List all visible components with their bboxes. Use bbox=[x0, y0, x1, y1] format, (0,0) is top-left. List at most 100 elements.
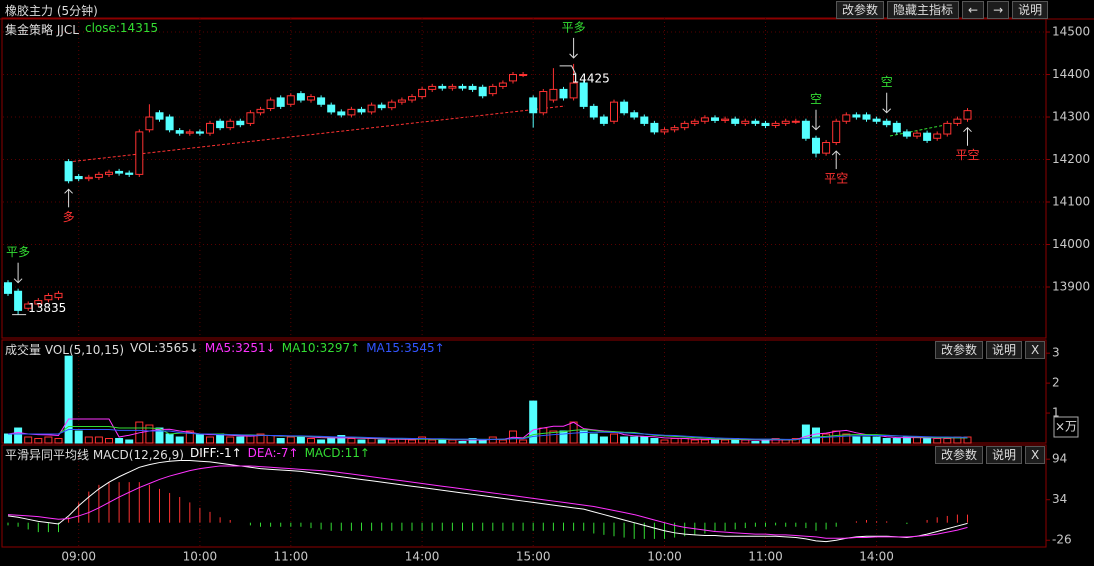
volume-bar bbox=[801, 424, 810, 444]
high-pointer bbox=[559, 65, 577, 75]
trend-line bbox=[889, 121, 961, 137]
x-tick-label: 14:00 bbox=[859, 550, 894, 564]
candle-body bbox=[226, 120, 235, 129]
close-label: close:14315 bbox=[84, 21, 159, 35]
candle-body bbox=[4, 282, 12, 294]
candle-body bbox=[630, 112, 639, 118]
candle-body bbox=[882, 120, 891, 126]
volume-bar bbox=[599, 436, 608, 444]
button[interactable]: 改参数 bbox=[836, 1, 885, 19]
volume-bar bbox=[791, 438, 800, 444]
window-title: 橡胶主力 (5分钟) bbox=[5, 2, 98, 19]
volume-bar bbox=[175, 436, 184, 444]
candle-body bbox=[862, 114, 871, 120]
candle-body bbox=[34, 300, 43, 305]
volume-bar bbox=[155, 427, 164, 444]
candle-body bbox=[842, 114, 851, 122]
candle-body bbox=[943, 122, 952, 135]
volume-bar bbox=[286, 436, 295, 444]
button[interactable]: 改参数 bbox=[935, 341, 984, 359]
button[interactable]: → bbox=[987, 1, 1010, 19]
signal-label: 平空 bbox=[955, 148, 979, 162]
volume-bar bbox=[872, 436, 881, 444]
candle-body bbox=[852, 114, 861, 118]
candle-body bbox=[529, 97, 538, 114]
candle-body bbox=[428, 85, 437, 90]
candle-body bbox=[741, 120, 750, 124]
volume-bar bbox=[620, 436, 629, 444]
candle-body bbox=[569, 82, 578, 99]
volume-title: 成交量 VOL(5,10,15) bbox=[5, 343, 125, 357]
y-tick-label: 14100 bbox=[1052, 195, 1090, 209]
y-tick-label: -26 bbox=[1052, 533, 1072, 547]
candle-body bbox=[711, 117, 719, 121]
button[interactable]: 说明 bbox=[1012, 1, 1049, 19]
volume-label: VOL:3565↓ bbox=[130, 341, 199, 355]
volume-bar bbox=[721, 439, 730, 444]
candle-body bbox=[822, 142, 831, 154]
candle-body bbox=[549, 88, 558, 101]
candle-body bbox=[458, 85, 467, 89]
legend-entry: MA5:3251↓ bbox=[204, 341, 276, 355]
button[interactable]: 隐藏主指标 bbox=[887, 1, 960, 19]
x-tick-label: 15:00 bbox=[516, 550, 551, 564]
button[interactable]: 改参数 bbox=[935, 446, 984, 464]
candle-body bbox=[923, 132, 932, 141]
candle-body bbox=[953, 118, 962, 124]
candle-body bbox=[357, 108, 366, 113]
candle-body bbox=[115, 170, 124, 174]
candle-body bbox=[94, 173, 103, 178]
candle-body bbox=[519, 74, 528, 77]
volume-bar bbox=[4, 433, 12, 444]
candle-body bbox=[801, 120, 810, 139]
x-tick-label: 10:00 bbox=[183, 550, 218, 564]
candle-body bbox=[640, 116, 649, 124]
volume-bar bbox=[115, 438, 124, 444]
candle-body bbox=[397, 99, 406, 103]
button[interactable]: X bbox=[1025, 341, 1046, 359]
candle-body bbox=[690, 120, 699, 124]
high-label: 14425 bbox=[572, 71, 610, 85]
volume-bar bbox=[125, 439, 134, 444]
volume-bar bbox=[84, 436, 93, 444]
signal-label: 空 bbox=[881, 75, 893, 89]
volume-bar bbox=[559, 430, 568, 444]
volume-bar bbox=[296, 436, 305, 444]
candle-body bbox=[559, 88, 568, 99]
volume-bar bbox=[337, 435, 346, 444]
volume-bar bbox=[589, 433, 598, 444]
y-tick-label: 13900 bbox=[1052, 280, 1090, 294]
volume-bar bbox=[357, 439, 366, 444]
candle-body bbox=[317, 97, 326, 105]
candle-body bbox=[781, 120, 790, 124]
signal-arrow-head bbox=[963, 126, 972, 133]
candle-body bbox=[670, 127, 679, 131]
volume-bar bbox=[529, 400, 538, 444]
volume-bar bbox=[862, 436, 871, 444]
button[interactable]: 说明 bbox=[986, 341, 1023, 359]
x-tick-label: 14:00 bbox=[405, 550, 440, 564]
candle-body bbox=[347, 108, 356, 116]
volume-bar bbox=[428, 439, 437, 444]
signal-arrow-head bbox=[13, 278, 23, 284]
candle-body bbox=[307, 96, 315, 101]
volume-bar bbox=[216, 433, 225, 444]
macd-header: 平滑异同平均线 MACD(12,26,9) DIFF:-1↑ DEA:-7↑ MAC… bbox=[5, 446, 370, 463]
button[interactable]: 说明 bbox=[986, 446, 1023, 464]
button[interactable]: X bbox=[1025, 446, 1046, 464]
x-tick-label: 10:00 bbox=[647, 550, 682, 564]
candle-body bbox=[135, 131, 144, 175]
volume-bar bbox=[690, 439, 699, 444]
candle-body bbox=[105, 171, 113, 175]
volume-bar bbox=[711, 439, 719, 444]
volume-bar bbox=[448, 439, 457, 444]
candle-body bbox=[256, 108, 265, 114]
signal-arrow-head bbox=[811, 125, 821, 131]
volume-bar bbox=[418, 436, 427, 444]
candle-body bbox=[761, 122, 770, 127]
volume-bar bbox=[933, 438, 942, 444]
volume-bar bbox=[24, 436, 33, 444]
candle-body bbox=[539, 91, 548, 114]
button[interactable]: ← bbox=[962, 1, 985, 19]
